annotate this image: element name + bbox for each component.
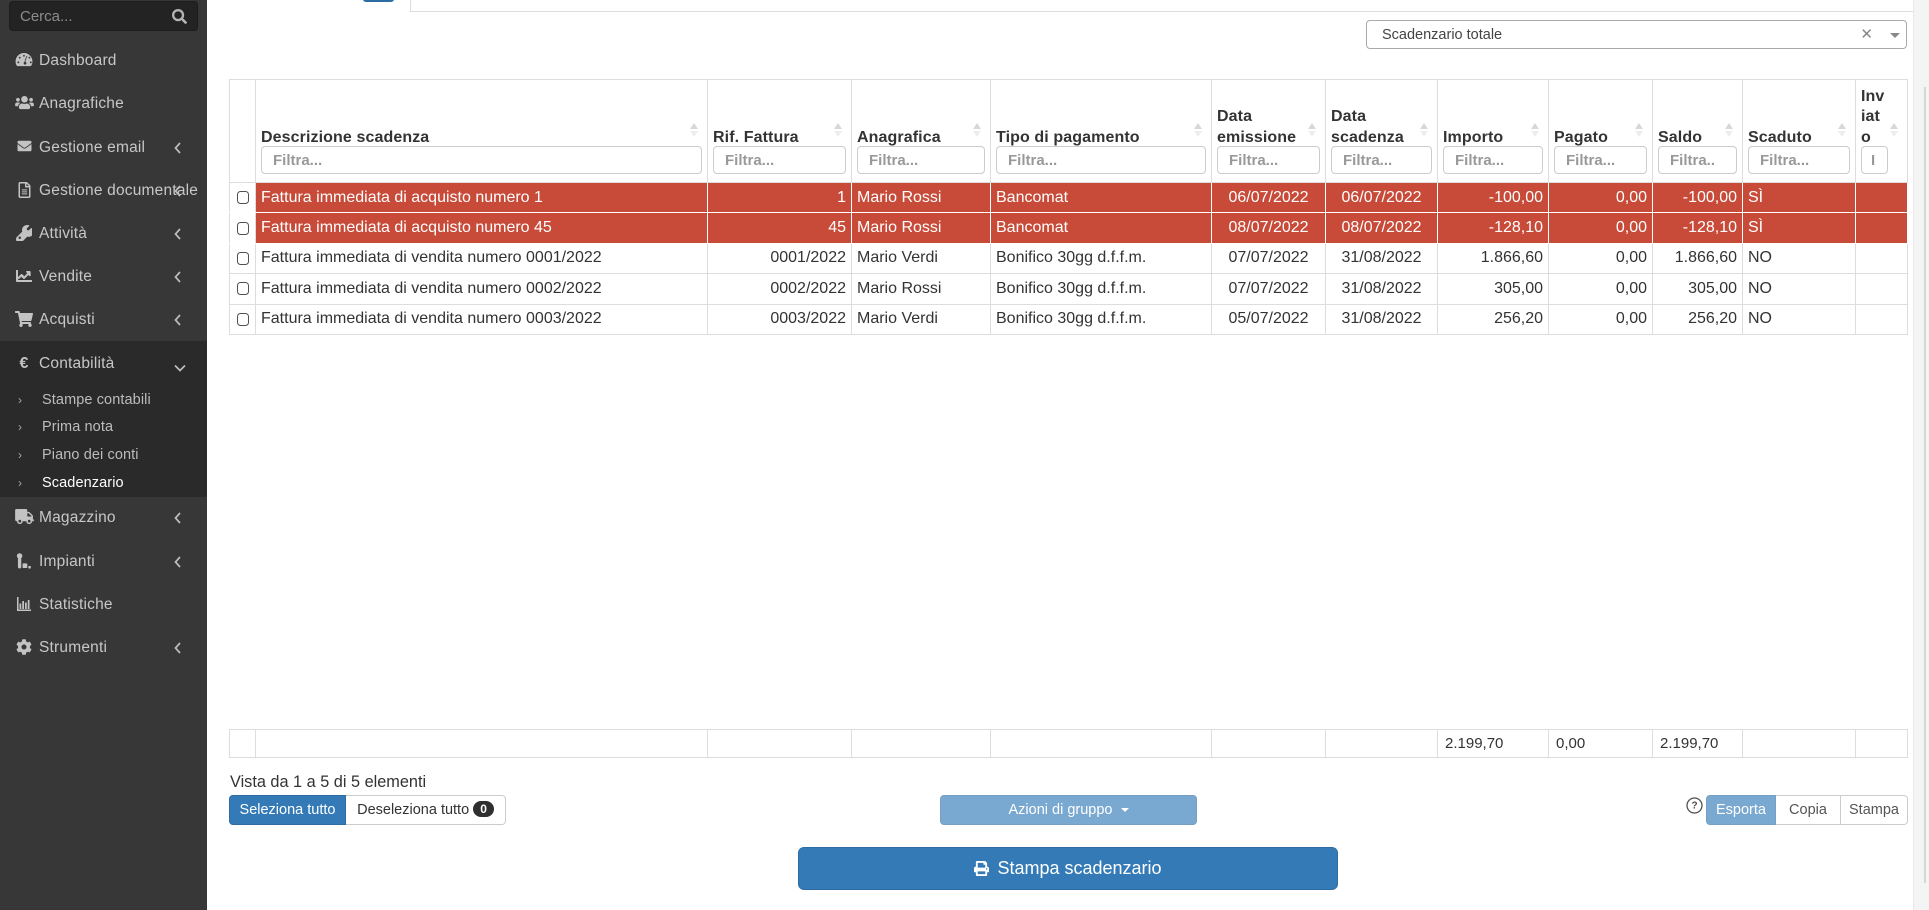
svg-text:?: ? [1691,800,1697,811]
